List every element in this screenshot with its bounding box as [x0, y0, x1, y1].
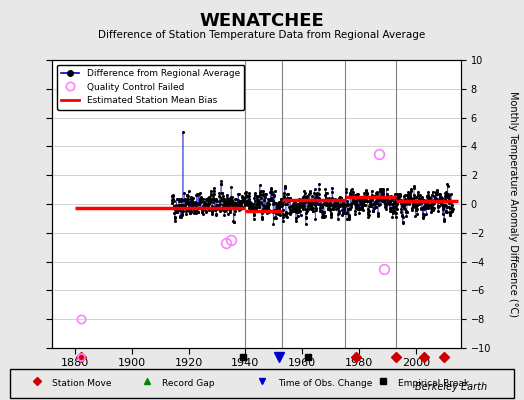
Text: WENATCHEE: WENATCHEE [200, 12, 324, 30]
Legend: Difference from Regional Average, Quality Control Failed, Estimated Station Mean: Difference from Regional Average, Qualit… [57, 64, 245, 110]
Text: Record Gap: Record Gap [162, 378, 215, 388]
Text: Empirical Break: Empirical Break [398, 378, 470, 388]
Text: Time of Obs. Change: Time of Obs. Change [278, 378, 372, 388]
Text: Difference of Station Temperature Data from Regional Average: Difference of Station Temperature Data f… [99, 30, 425, 40]
Text: Station Move: Station Move [52, 378, 112, 388]
Text: Berkeley Earth: Berkeley Earth [415, 382, 487, 392]
Y-axis label: Monthly Temperature Anomaly Difference (°C): Monthly Temperature Anomaly Difference (… [508, 91, 518, 317]
